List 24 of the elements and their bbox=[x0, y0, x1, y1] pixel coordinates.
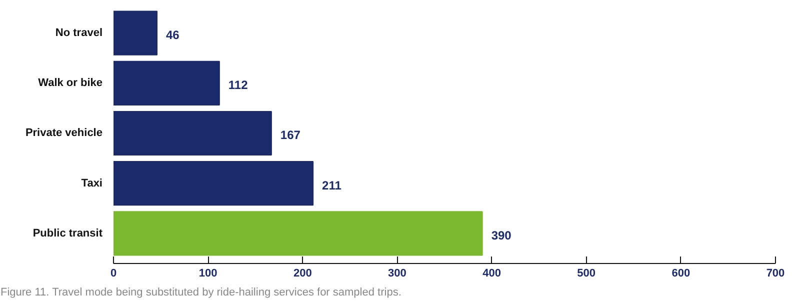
y-tick-label: No travel bbox=[55, 27, 103, 40]
x-tick-label: 600 bbox=[672, 268, 690, 280]
bar bbox=[114, 60, 220, 106]
bar bbox=[114, 10, 158, 56]
x-tick-label: 700 bbox=[766, 268, 785, 280]
y-tick-label: Taxi bbox=[81, 177, 103, 190]
x-tick-label: 200 bbox=[293, 268, 312, 280]
data-label: 112 bbox=[228, 78, 248, 92]
x-tick-label: 0 bbox=[110, 268, 117, 280]
data-label: 167 bbox=[280, 128, 301, 142]
data-label: 390 bbox=[491, 228, 512, 242]
x-tick-label: 300 bbox=[388, 268, 406, 280]
x-tick-label: 400 bbox=[482, 268, 501, 280]
bar bbox=[114, 110, 272, 156]
bar bbox=[114, 211, 483, 256]
y-tick-label: Private vehicle bbox=[25, 127, 103, 140]
y-tick-label: Walk or bike bbox=[38, 77, 102, 90]
data-label: 46 bbox=[166, 28, 180, 42]
data-label: 211 bbox=[322, 178, 342, 192]
y-tick-label: Public transit bbox=[32, 227, 103, 240]
x-tick-label: 100 bbox=[198, 268, 218, 280]
caption: Figure 11. Travel mode being substituted by ride-hailing services for sampled trips. bbox=[0, 286, 402, 298]
x-tick-label: 500 bbox=[577, 268, 596, 280]
bar bbox=[114, 161, 314, 206]
